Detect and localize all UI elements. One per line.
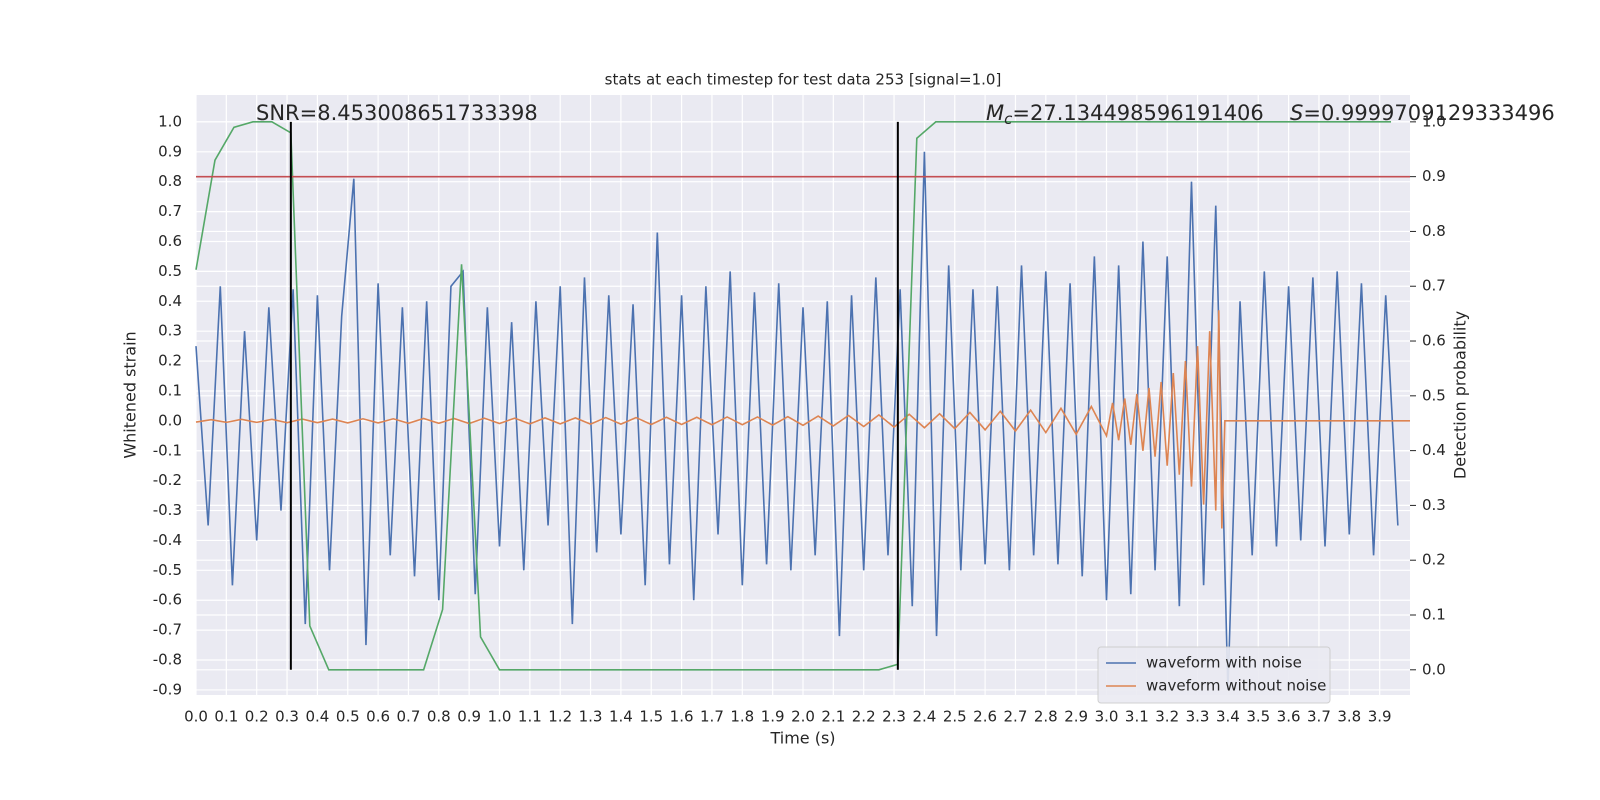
annotation: S=0.9999709129333496 [1290, 101, 1555, 125]
y-tick-label: -0.1 [153, 441, 182, 459]
y-tick-label: 0.0 [158, 411, 182, 429]
y-tick-label: 0.6 [158, 232, 182, 250]
x-tick-label: 2.6 [973, 708, 997, 726]
y-tick-label: 0.5 [158, 262, 182, 280]
x-tick-label: 0.6 [366, 708, 390, 726]
x-tick-label: 2.4 [912, 708, 936, 726]
annotation-symbol: S [1290, 101, 1303, 125]
x-tick-label: 2.8 [1034, 708, 1058, 726]
x-tick-label: 0.5 [336, 708, 360, 726]
x-tick-label: 1.1 [518, 708, 542, 726]
annotation: SNR=8.453008651733398 [256, 101, 538, 125]
y-tick-label: 0.7 [158, 202, 182, 220]
x-tick-label: 0.7 [397, 708, 421, 726]
x-tick-label: 0.0 [184, 708, 208, 726]
legend-label: waveform with noise [1146, 654, 1302, 672]
x-tick-label: 1.5 [639, 708, 663, 726]
legend-label: waveform without noise [1146, 677, 1326, 695]
x-tick-label: 1.8 [730, 708, 754, 726]
y-tick-label: 0.4 [158, 292, 182, 310]
annotation-text: =0.9999709129333496 [1303, 101, 1554, 125]
legend: waveform with noise waveform without nois… [1097, 646, 1331, 704]
y2-tick-label: 0.6 [1422, 332, 1446, 350]
annotation-symbol: M [986, 101, 1004, 125]
y-tick-label: -0.5 [153, 561, 182, 579]
y2-tick-label: 0.3 [1422, 496, 1446, 514]
annotation-text: =27.134498596191406 [1012, 101, 1263, 125]
x-tick-label: 1.3 [579, 708, 603, 726]
labels: 0.0 0.1 0.2 0.3 0.4 0.5 0.6 0.7 0.8 0.9 1.0 1.1 1.2 1… [153, 112, 1446, 725]
x-tick-label: 0.3 [275, 708, 299, 726]
y-tick-label: -0.4 [153, 531, 182, 549]
x-tick-label: 3.0 [1095, 708, 1119, 726]
y2-tick-label: 0.1 [1422, 606, 1446, 624]
x-tick-label: 3.2 [1155, 708, 1179, 726]
y-tick-label: 1.0 [158, 112, 182, 130]
x-tick-label: 1.0 [488, 708, 512, 726]
y2-tick-label: 0.0 [1422, 660, 1446, 678]
y-tick-label: -0.3 [153, 501, 182, 519]
x-tick-label: 0.2 [245, 708, 269, 726]
y-tick-label: 0.1 [158, 381, 182, 399]
y-tick-label: -0.9 [153, 680, 182, 698]
chart-title: stats at each timestep for test data 253… [605, 71, 1002, 89]
x-axis-label: Time (s) [769, 729, 835, 748]
y2-tick-label: 0.2 [1422, 551, 1446, 569]
x-tick-label: 2.3 [882, 708, 906, 726]
x-tick-label: 3.1 [1125, 708, 1149, 726]
y-tick-label: -0.2 [153, 471, 182, 489]
x-tick-label: 1.7 [700, 708, 724, 726]
series-line [195, 121, 1392, 671]
y-tick-label: -0.7 [153, 621, 182, 639]
legend-box [1097, 646, 1331, 704]
x-tick-label: 3.3 [1186, 708, 1210, 726]
y-tick-label: -0.8 [153, 651, 182, 669]
y2-tick-label: 0.9 [1422, 167, 1446, 185]
y2-tick-label: 1.0 [1422, 112, 1446, 130]
y-tick-label: 0.8 [158, 172, 182, 190]
series-line [195, 151, 1399, 690]
y2-tick-label: 0.5 [1422, 386, 1446, 404]
x-tick-label: 3.8 [1337, 708, 1361, 726]
x-tick-label: 2.5 [943, 708, 967, 726]
x-tick-label: 2.2 [852, 708, 876, 726]
x-tick-label: 1.6 [670, 708, 694, 726]
y2-tick-label: 0.8 [1422, 222, 1446, 240]
y-tick-label: 0.2 [158, 352, 182, 370]
x-tick-label: 0.9 [457, 708, 481, 726]
x-tick-label: 1.4 [609, 708, 633, 726]
y2-axis-label: Detection probability [1451, 311, 1470, 479]
grid [195, 95, 1410, 695]
y-tick-label: 0.3 [158, 322, 182, 340]
y-tick-label: 0.9 [158, 142, 182, 160]
x-tick-label: 2.1 [821, 708, 845, 726]
y-axis-label: Whitened strain [121, 331, 140, 458]
annotation-subscript: c [1004, 110, 1013, 128]
x-tick-label: 0.8 [427, 708, 451, 726]
marks [195, 121, 1410, 690]
x-tick-label: 1.2 [548, 708, 572, 726]
x-tick-label: 2.7 [1004, 708, 1028, 726]
annotation: Mc=27.134498596191406 [986, 101, 1264, 128]
x-tick-label: 3.4 [1216, 708, 1240, 726]
x-tick-label: 0.1 [214, 708, 238, 726]
y2-tick-label: 0.4 [1422, 441, 1446, 459]
x-tick-label: 1.9 [761, 708, 785, 726]
y-tick-label: -0.6 [153, 591, 182, 609]
x-tick-label: 0.4 [305, 708, 329, 726]
x-tick-label: 2.0 [791, 708, 815, 726]
x-tick-label: 3.5 [1246, 708, 1270, 726]
x-tick-label: 3.9 [1368, 708, 1392, 726]
x-tick-label: 3.7 [1307, 708, 1331, 726]
series-line [195, 310, 1410, 529]
y2-tick-label: 0.7 [1422, 277, 1446, 295]
x-tick-label: 2.9 [1064, 708, 1088, 726]
x-tick-label: 3.6 [1277, 708, 1301, 726]
